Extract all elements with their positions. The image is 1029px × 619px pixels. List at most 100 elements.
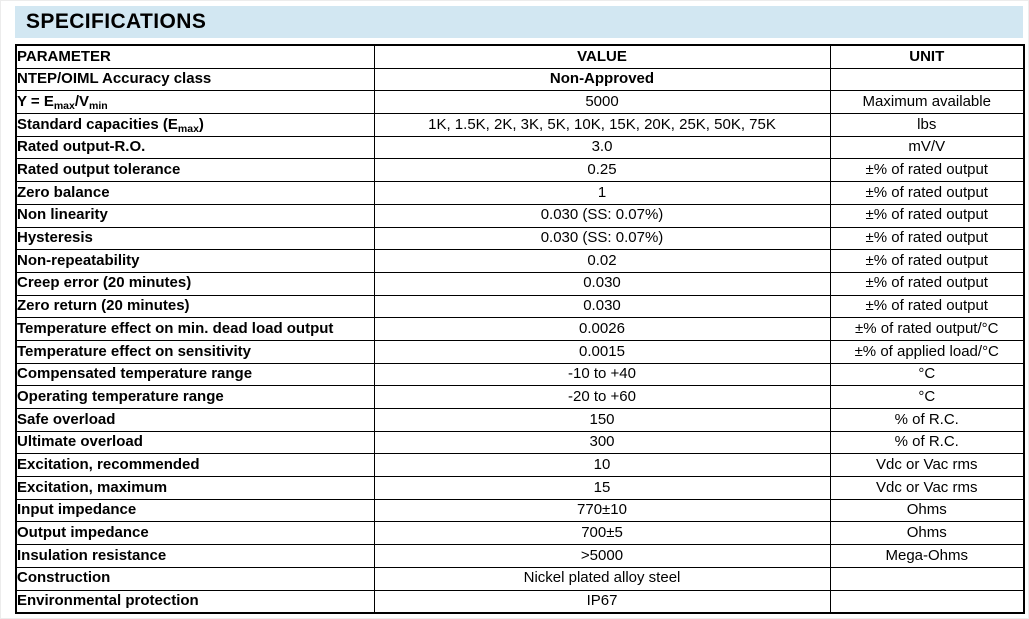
value-cell: 3.0 — [373, 135, 831, 160]
value-cell: Non-Approved — [373, 67, 831, 92]
unit-cell: ±% of rated output — [829, 226, 1025, 251]
value-cell: 1K, 1.5K, 2K, 3K, 5K, 10K, 15K, 20K, 25K… — [373, 113, 831, 137]
column-header-parameter: PARAMETER — [15, 44, 375, 69]
value-cell: -10 to +40 — [373, 362, 831, 387]
table-row: Ultimate overload 300% of R.C. — [15, 430, 1025, 455]
table-row: Hysteresis 0.030 (SS: 0.07%) ±% of rated o… — [15, 226, 1025, 251]
unit-cell: Maximum available — [829, 90, 1025, 115]
table-row: Rated output tolerance 0.25 ±% of rated ou… — [15, 158, 1025, 183]
table-row: Compensated temperature range -10 to +40 °… — [15, 362, 1025, 387]
parameter-cell: Insulation resistance — [15, 544, 375, 568]
parameter-cell: Excitation, maximum — [15, 476, 375, 500]
table-row: Excitation, maximum 15 Vdc or Vac rms — [15, 476, 1025, 500]
value-cell: 0.030 — [373, 271, 831, 296]
parameter-cell: Excitation, recommended — [15, 453, 375, 478]
table-row: Zero return (20 minutes) 0.030 ±% of rated… — [15, 294, 1025, 319]
value-cell: 770±10 — [373, 498, 831, 523]
unit-cell: lbs — [829, 113, 1025, 137]
parameter-cell: Input impedance — [15, 498, 375, 523]
table-row: Y = Emax/Vmin 5000 Maximum available — [15, 90, 1025, 115]
parameter-cell: Y = Emax/Vmin — [15, 90, 375, 115]
parameter-cell: Hysteresis — [15, 226, 375, 251]
value-cell: 300 — [373, 430, 831, 455]
parameter-cell: Non linearity — [15, 203, 375, 228]
table-row: Temperature effect on sensitivity 0.0015 ±… — [15, 339, 1025, 364]
table-row: Rated output-R.O. 3.0 mV/V — [15, 135, 1025, 160]
parameter-cell: Rated output tolerance — [15, 158, 375, 183]
parameter-cell: NTEP/OIML Accuracy class — [15, 67, 375, 92]
unit-cell: Ohms — [829, 498, 1025, 523]
table-row: Zero balance 1 ±% of rated output — [15, 181, 1025, 205]
table-row: Safe overload 150% of R.C. — [15, 408, 1025, 432]
parameter-cell: Zero return (20 minutes) — [15, 294, 375, 319]
table-row: Excitation, recommended 10 Vdc or Vac rms — [15, 453, 1025, 478]
parameter-cell: Safe overload — [15, 408, 375, 432]
parameter-cell: Compensated temperature range — [15, 362, 375, 387]
unit-cell: ±% of rated output — [829, 249, 1025, 273]
parameter-cell: Creep error (20 minutes) — [15, 271, 375, 296]
unit-cell: Mega-Ohms — [829, 544, 1025, 568]
value-cell: Nickel plated alloy steel — [373, 566, 831, 591]
table-row: Environmental protection IP67 — [15, 589, 1025, 614]
unit-cell: °C — [829, 385, 1025, 409]
parameter-cell: Zero balance — [15, 181, 375, 205]
table-row: Operating temperature range -20 to +60 °C — [15, 385, 1025, 409]
unit-cell: ±% of rated output — [829, 203, 1025, 228]
value-cell: 5000 — [373, 90, 831, 115]
parameter-cell: Non-repeatability — [15, 249, 375, 273]
parameter-cell: Construction — [15, 566, 375, 591]
unit-cell — [829, 566, 1025, 591]
unit-cell: Vdc or Vac rms — [829, 453, 1025, 478]
value-cell: 10 — [373, 453, 831, 478]
table-row: Input impedance 770±10 Ohms — [15, 498, 1025, 523]
column-header-unit: UNIT — [829, 44, 1025, 69]
table-header-row: PARAMETER VALUE UNIT — [15, 44, 1025, 69]
value-cell: 0.030 (SS: 0.07%) — [373, 203, 831, 228]
unit-cell — [829, 589, 1025, 614]
unit-cell: °C — [829, 362, 1025, 387]
parameter-cell: Standard capacities (Emax) — [15, 113, 375, 137]
table-row: NTEP/OIML Accuracy class Non-Approved — [15, 67, 1025, 92]
value-cell: IP67 — [373, 589, 831, 614]
parameter-cell: Environmental protection — [15, 589, 375, 614]
value-cell: 0.030 (SS: 0.07%) — [373, 226, 831, 251]
value-cell: 1 — [373, 181, 831, 205]
unit-cell: ±% of applied load/°C — [829, 339, 1025, 364]
unit-cell: mV/V — [829, 135, 1025, 160]
specifications-table: PARAMETER VALUE UNIT NTEP/OIML Accuracy … — [15, 44, 1025, 615]
table-row: Insulation resistance >5000 Mega-Ohms — [15, 544, 1025, 568]
spec-table-body: NTEP/OIML Accuracy class Non-Approved Y = … — [15, 67, 1025, 614]
table-row: Standard capacities (Emax) 1K, 1.5K, 2K, … — [15, 113, 1025, 137]
value-cell: -20 to +60 — [373, 385, 831, 409]
table-row: Non-repeatability 0.02 ±% of rated output — [15, 249, 1025, 273]
table-row: Temperature effect on min. dead load out… — [15, 317, 1025, 341]
value-cell: 0.0026 — [373, 317, 831, 341]
table-row: Construction Nickel plated alloy steel — [15, 566, 1025, 591]
table-row: Non linearity 0.030 (SS: 0.07%) ±% of rate… — [15, 203, 1025, 228]
value-cell: 15 — [373, 476, 831, 500]
parameter-cell: Rated output-R.O. — [15, 135, 375, 160]
parameter-cell: Ultimate overload — [15, 430, 375, 455]
unit-cell: ±% of rated output — [829, 158, 1025, 183]
unit-cell: ±% of rated output — [829, 294, 1025, 319]
unit-cell: % of R.C. — [829, 408, 1025, 432]
section-header: SPECIFICATIONS — [15, 6, 1023, 38]
table-row: Creep error (20 minutes) 0.030 ±% of rated… — [15, 271, 1025, 296]
unit-cell: ±% of rated output/°C — [829, 317, 1025, 341]
unit-cell — [829, 67, 1025, 92]
parameter-cell: Temperature effect on min. dead load out… — [15, 317, 375, 341]
unit-cell: ±% of rated output — [829, 271, 1025, 296]
table-row: Output impedance 700±5 Ohms — [15, 521, 1025, 546]
value-cell: 0.030 — [373, 294, 831, 319]
value-cell: 0.25 — [373, 158, 831, 183]
value-cell: 700±5 — [373, 521, 831, 546]
unit-cell: % of R.C. — [829, 430, 1025, 455]
parameter-cell: Operating temperature range — [15, 385, 375, 409]
value-cell: 0.0015 — [373, 339, 831, 364]
section-title: SPECIFICATIONS — [26, 10, 207, 33]
value-cell: 150 — [373, 408, 831, 432]
parameter-cell: Temperature effect on sensitivity — [15, 339, 375, 364]
parameter-cell: Output impedance — [15, 521, 375, 546]
unit-cell: ±% of rated output — [829, 181, 1025, 205]
